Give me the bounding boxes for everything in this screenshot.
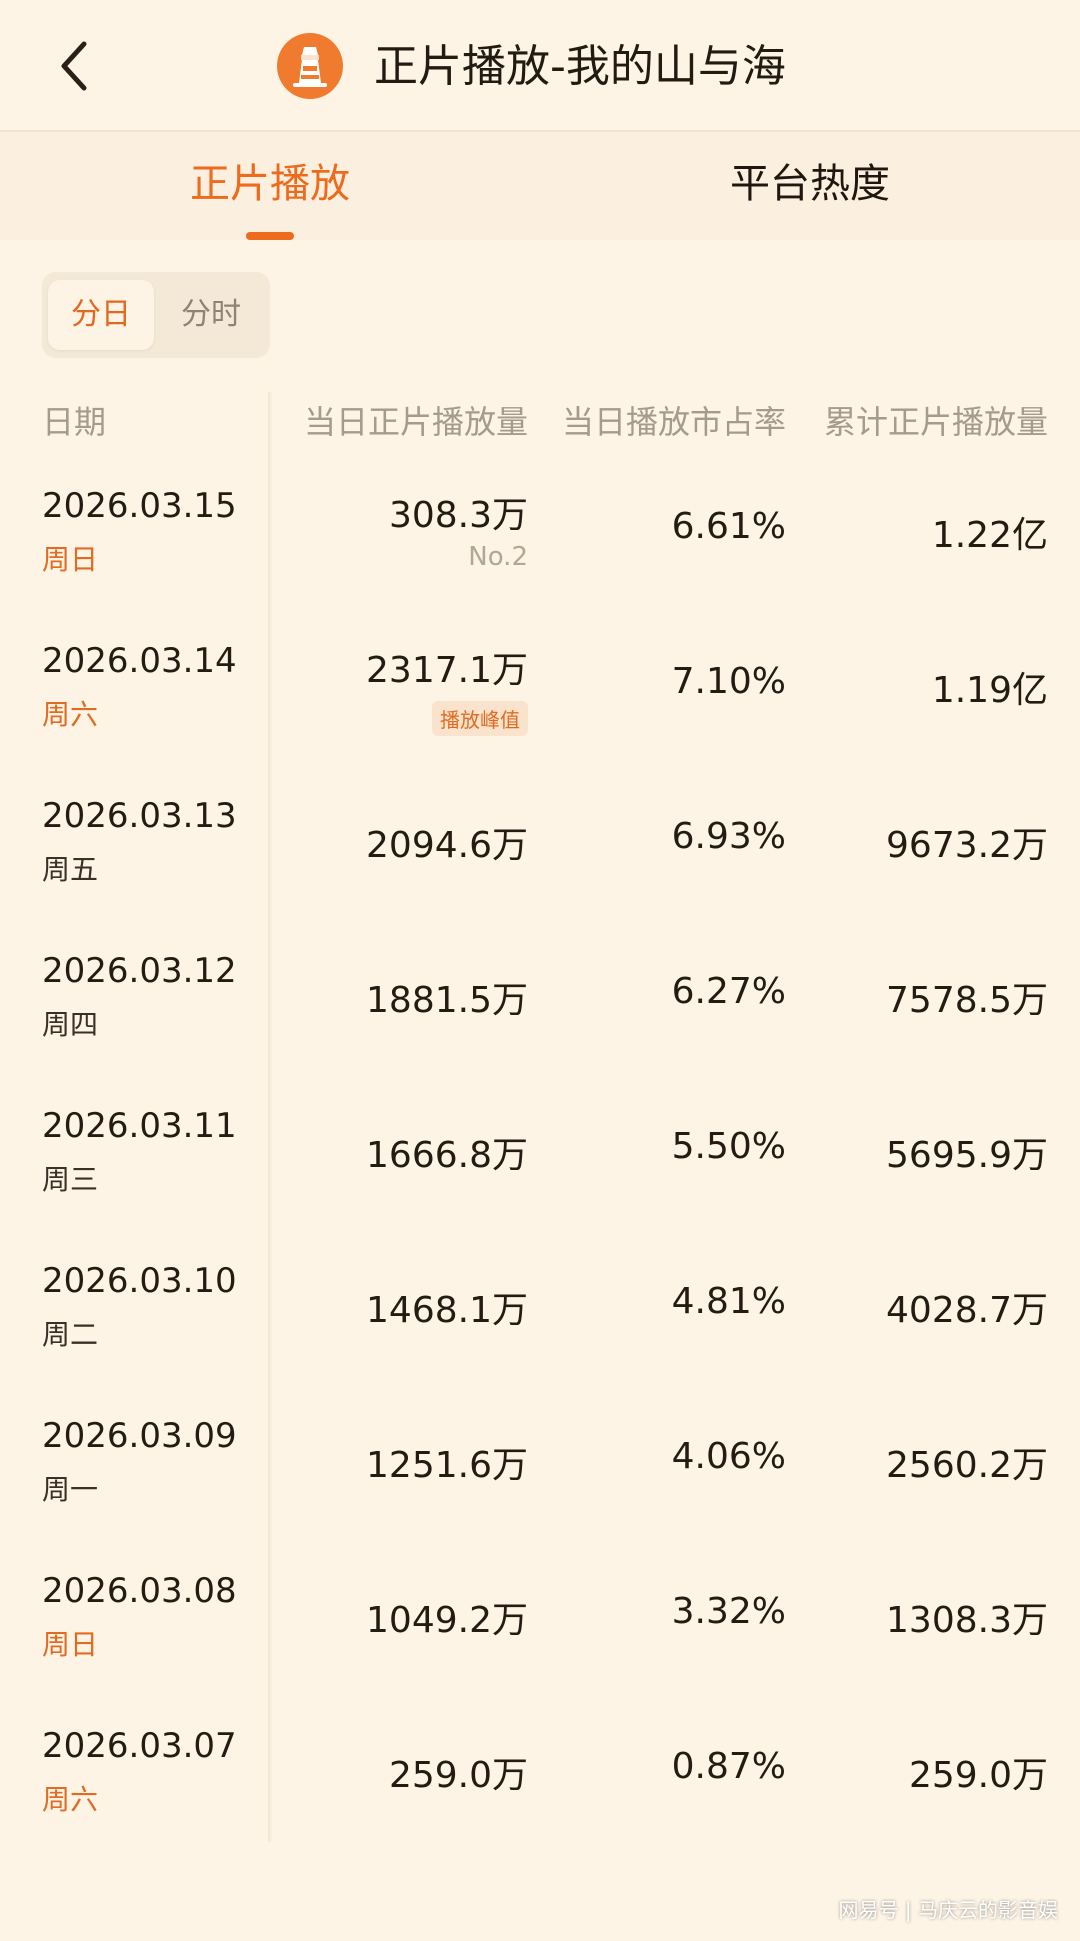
date-column-divider xyxy=(268,392,272,1842)
row-date: 2026.03.14 xyxy=(42,641,237,681)
column-header-daily-plays: 当日正片播放量 xyxy=(303,403,528,441)
row-daily-plays: 308.3万 xyxy=(388,495,528,536)
row-date: 2026.03.13 xyxy=(42,796,237,836)
row-daily-plays: 259.0万 xyxy=(388,1755,528,1796)
active-tab-indicator xyxy=(246,232,294,240)
toggle-by-hour[interactable]: 分时 xyxy=(181,297,241,332)
row-daily-plays: 1251.6万 xyxy=(366,1445,528,1486)
tab-platform-heat[interactable]: 平台热度 xyxy=(730,161,890,207)
row-date: 2026.03.07 xyxy=(42,1726,237,1766)
row-market-share: 6.93% xyxy=(671,816,786,857)
table-row: 2026.03.13 周五 2094.6万 6.93% 9673.2万 xyxy=(0,780,1080,935)
row-cumulative: 5695.9万 xyxy=(886,1135,1048,1176)
row-date: 2026.03.09 xyxy=(42,1416,237,1456)
table-row: 2026.03.10 周二 1468.1万 4.81% 4028.7万 xyxy=(0,1245,1080,1400)
row-cumulative: 259.0万 xyxy=(908,1755,1048,1796)
row-date: 2026.03.10 xyxy=(42,1261,237,1301)
row-weekday: 周一 xyxy=(42,1473,99,1506)
lighthouse-app-icon xyxy=(277,33,343,99)
column-header-date: 日期 xyxy=(42,403,107,441)
table-row: 2026.03.11 周三 1666.8万 5.50% 5695.9万 xyxy=(0,1090,1080,1245)
peak-badge: 播放峰值 xyxy=(432,701,528,736)
tab-bar: 正片播放 平台热度 xyxy=(0,132,1080,240)
row-daily-plays: 2094.6万 xyxy=(366,825,528,866)
row-date: 2026.03.08 xyxy=(42,1571,237,1611)
row-cumulative: 1.19亿 xyxy=(931,670,1048,711)
row-weekday: 周五 xyxy=(42,853,99,886)
table-row: 2026.03.08 周日 1049.2万 3.32% 1308.3万 xyxy=(0,1555,1080,1710)
row-weekday: 周六 xyxy=(42,1783,99,1816)
row-date: 2026.03.15 xyxy=(42,486,237,526)
table-row: 2026.03.14 周六 2317.1万 播放峰值 7.10% 1.19亿 xyxy=(0,625,1080,780)
row-weekday: 周日 xyxy=(42,543,99,576)
row-cumulative: 2560.2万 xyxy=(886,1445,1048,1486)
toggle-by-day[interactable]: 分日 xyxy=(48,280,154,350)
row-cumulative: 7578.5万 xyxy=(886,980,1048,1021)
row-market-share: 6.61% xyxy=(671,506,786,547)
row-weekday: 周四 xyxy=(42,1008,99,1041)
tab-main-play[interactable]: 正片播放 xyxy=(190,161,350,207)
top-bar: 正片播放-我的山与海 xyxy=(0,0,1080,132)
row-daily-plays: 1468.1万 xyxy=(366,1290,528,1331)
granularity-toggle: 分日 分时 xyxy=(42,272,270,358)
row-weekday: 周六 xyxy=(42,698,99,731)
row-cumulative: 4028.7万 xyxy=(886,1290,1048,1331)
row-market-share: 6.27% xyxy=(671,971,786,1012)
row-cumulative: 9673.2万 xyxy=(886,825,1048,866)
page-title: 正片播放-我的山与海 xyxy=(374,41,786,92)
row-market-share: 3.32% xyxy=(671,1591,786,1632)
row-daily-plays: 1666.8万 xyxy=(366,1135,528,1176)
table-row: 2026.03.07 周六 259.0万 0.87% 259.0万 xyxy=(0,1710,1080,1865)
chevron-left-icon[interactable] xyxy=(52,38,98,94)
column-header-market-share: 当日播放市占率 xyxy=(561,403,786,441)
row-market-share: 7.10% xyxy=(671,661,786,702)
row-daily-plays: 2317.1万 xyxy=(366,650,528,691)
data-table: 2026.03.15 周日 308.3万 No.2 6.61% 1.22亿 20… xyxy=(0,470,1080,1865)
row-daily-plays: 1881.5万 xyxy=(366,980,528,1021)
row-date: 2026.03.11 xyxy=(42,1106,237,1146)
rank-badge: No.2 xyxy=(468,542,528,572)
row-market-share: 0.87% xyxy=(671,1746,786,1787)
table-row: 2026.03.12 周四 1881.5万 6.27% 7578.5万 xyxy=(0,935,1080,1090)
row-market-share: 4.06% xyxy=(671,1436,786,1477)
row-cumulative: 1.22亿 xyxy=(931,515,1048,556)
row-weekday: 周二 xyxy=(42,1318,99,1351)
row-daily-plays: 1049.2万 xyxy=(366,1600,528,1641)
row-market-share: 4.81% xyxy=(671,1281,786,1322)
table-row: 2026.03.09 周一 1251.6万 4.06% 2560.2万 xyxy=(0,1400,1080,1555)
row-market-share: 5.50% xyxy=(671,1126,786,1167)
column-header-cumulative: 累计正片播放量 xyxy=(823,403,1048,441)
table-row: 2026.03.15 周日 308.3万 No.2 6.61% 1.22亿 xyxy=(0,470,1080,625)
row-cumulative: 1308.3万 xyxy=(886,1600,1048,1641)
source-watermark: 网易号 | 马庆云的影音娱 xyxy=(838,1898,1058,1922)
row-date: 2026.03.12 xyxy=(42,951,237,991)
row-weekday: 周日 xyxy=(42,1628,99,1661)
row-weekday: 周三 xyxy=(42,1163,99,1196)
